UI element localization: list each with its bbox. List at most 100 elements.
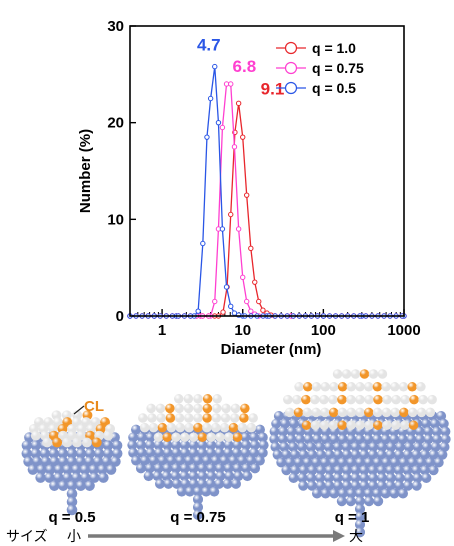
surface-ball — [175, 413, 185, 423]
shell-ball — [381, 489, 391, 499]
cl-ball — [198, 432, 208, 442]
surface-ball — [202, 423, 212, 433]
shell-ball — [429, 465, 439, 475]
small-label: 小 — [67, 529, 81, 545]
surface-ball — [400, 420, 410, 430]
surface-ball — [310, 395, 320, 405]
cl-ball — [166, 413, 176, 423]
surface-ball — [346, 420, 356, 430]
legend-entry: q = 1.0 — [276, 40, 356, 56]
data-point — [213, 64, 217, 68]
data-point — [236, 101, 240, 105]
surface-ball — [311, 420, 321, 430]
cl-ball — [409, 395, 419, 405]
surface-ball — [212, 404, 222, 414]
legend-entry: q = 0.75 — [276, 60, 364, 76]
surface-ball — [206, 432, 216, 442]
shell-ball — [144, 471, 154, 481]
size-distribution-chart: 0102030 1 10 100 1000 9.16.84.7 Number (%) … — [77, 18, 421, 358]
surface-ball — [224, 432, 234, 442]
y-tick-label: 10 — [107, 211, 124, 228]
x-axis-label: Diameter (nm) — [221, 341, 322, 358]
cl-ball — [162, 432, 172, 442]
shell-ball — [84, 481, 94, 491]
surface-ball — [390, 408, 400, 418]
surface-ball — [328, 420, 338, 430]
data-point — [244, 193, 248, 197]
surface-ball — [346, 395, 356, 405]
caption-q-0.5: q = 0.5 — [48, 509, 95, 526]
surface-ball — [381, 382, 391, 392]
surface-ball — [140, 423, 150, 433]
data-point — [249, 309, 253, 313]
cl-ball — [239, 413, 249, 423]
surface-ball — [230, 413, 240, 423]
surface-ball — [220, 423, 230, 433]
series-q-0.75 — [128, 82, 406, 318]
cl-ball — [407, 382, 417, 392]
surface-ball — [338, 408, 348, 418]
surface-ball — [175, 423, 185, 433]
data-point — [205, 135, 209, 139]
y-tick-label: 20 — [107, 115, 124, 132]
cl-ball — [329, 408, 339, 418]
shell-ball — [136, 463, 146, 473]
y-axis-label: Number (%) — [77, 129, 94, 213]
surface-ball — [221, 404, 231, 414]
cl-ball — [399, 408, 409, 418]
x-tick-label: 100 — [311, 322, 336, 339]
legend-label: q = 1.0 — [312, 40, 356, 56]
surface-ball — [212, 394, 222, 404]
legend: q = 1.0 q = 0.75 q = 0.5 — [276, 40, 364, 96]
surface-ball — [311, 408, 321, 418]
series-line — [130, 103, 404, 316]
peak-label: 6.8 — [233, 57, 257, 76]
surface-ball — [426, 408, 436, 418]
surface-ball — [189, 432, 199, 442]
cl-ball — [233, 432, 243, 442]
surface-ball — [333, 369, 343, 379]
cl-ball — [302, 420, 312, 430]
surface-ball — [167, 423, 177, 433]
surface-ball — [399, 382, 409, 392]
caption-q-1: q = 1 — [335, 509, 370, 526]
surface-ball — [382, 395, 392, 405]
surface-ball — [355, 420, 365, 430]
surface-ball — [364, 395, 374, 405]
legend-entry: q = 0.5 — [276, 80, 356, 96]
cl-ball — [409, 420, 419, 430]
surface-ball — [184, 413, 194, 423]
shell-ball — [35, 473, 45, 483]
data-point — [236, 227, 240, 231]
surface-ball — [42, 438, 52, 448]
peak-labels: 9.16.84.7 — [197, 36, 284, 99]
cl-ball — [294, 408, 304, 418]
surface-ball — [427, 395, 437, 405]
surface-ball — [355, 395, 365, 405]
data-point — [241, 275, 245, 279]
series-line — [130, 67, 404, 316]
cl-ball — [165, 404, 175, 414]
series-line — [130, 84, 404, 316]
data-point — [253, 280, 257, 284]
shell-ball — [231, 479, 241, 489]
y-axis-ticks: 0102030 — [107, 18, 136, 325]
data-point — [201, 241, 205, 245]
legend-marker — [286, 83, 297, 94]
surface-ball — [417, 408, 427, 418]
data-point — [232, 145, 236, 149]
particle-q-0.75 — [127, 394, 268, 520]
data-point — [220, 125, 224, 129]
data-point — [196, 309, 200, 313]
surface-ball — [138, 413, 148, 423]
cl-ball — [337, 420, 347, 430]
surface-ball — [351, 369, 361, 379]
surface-ball — [416, 382, 426, 392]
cl-ball — [360, 369, 370, 379]
surface-ball — [329, 382, 339, 392]
legend-marker — [286, 43, 297, 54]
data-point — [220, 227, 224, 231]
surface-ball — [355, 408, 365, 418]
shell-ball — [346, 496, 356, 506]
shell-ball — [298, 481, 308, 491]
